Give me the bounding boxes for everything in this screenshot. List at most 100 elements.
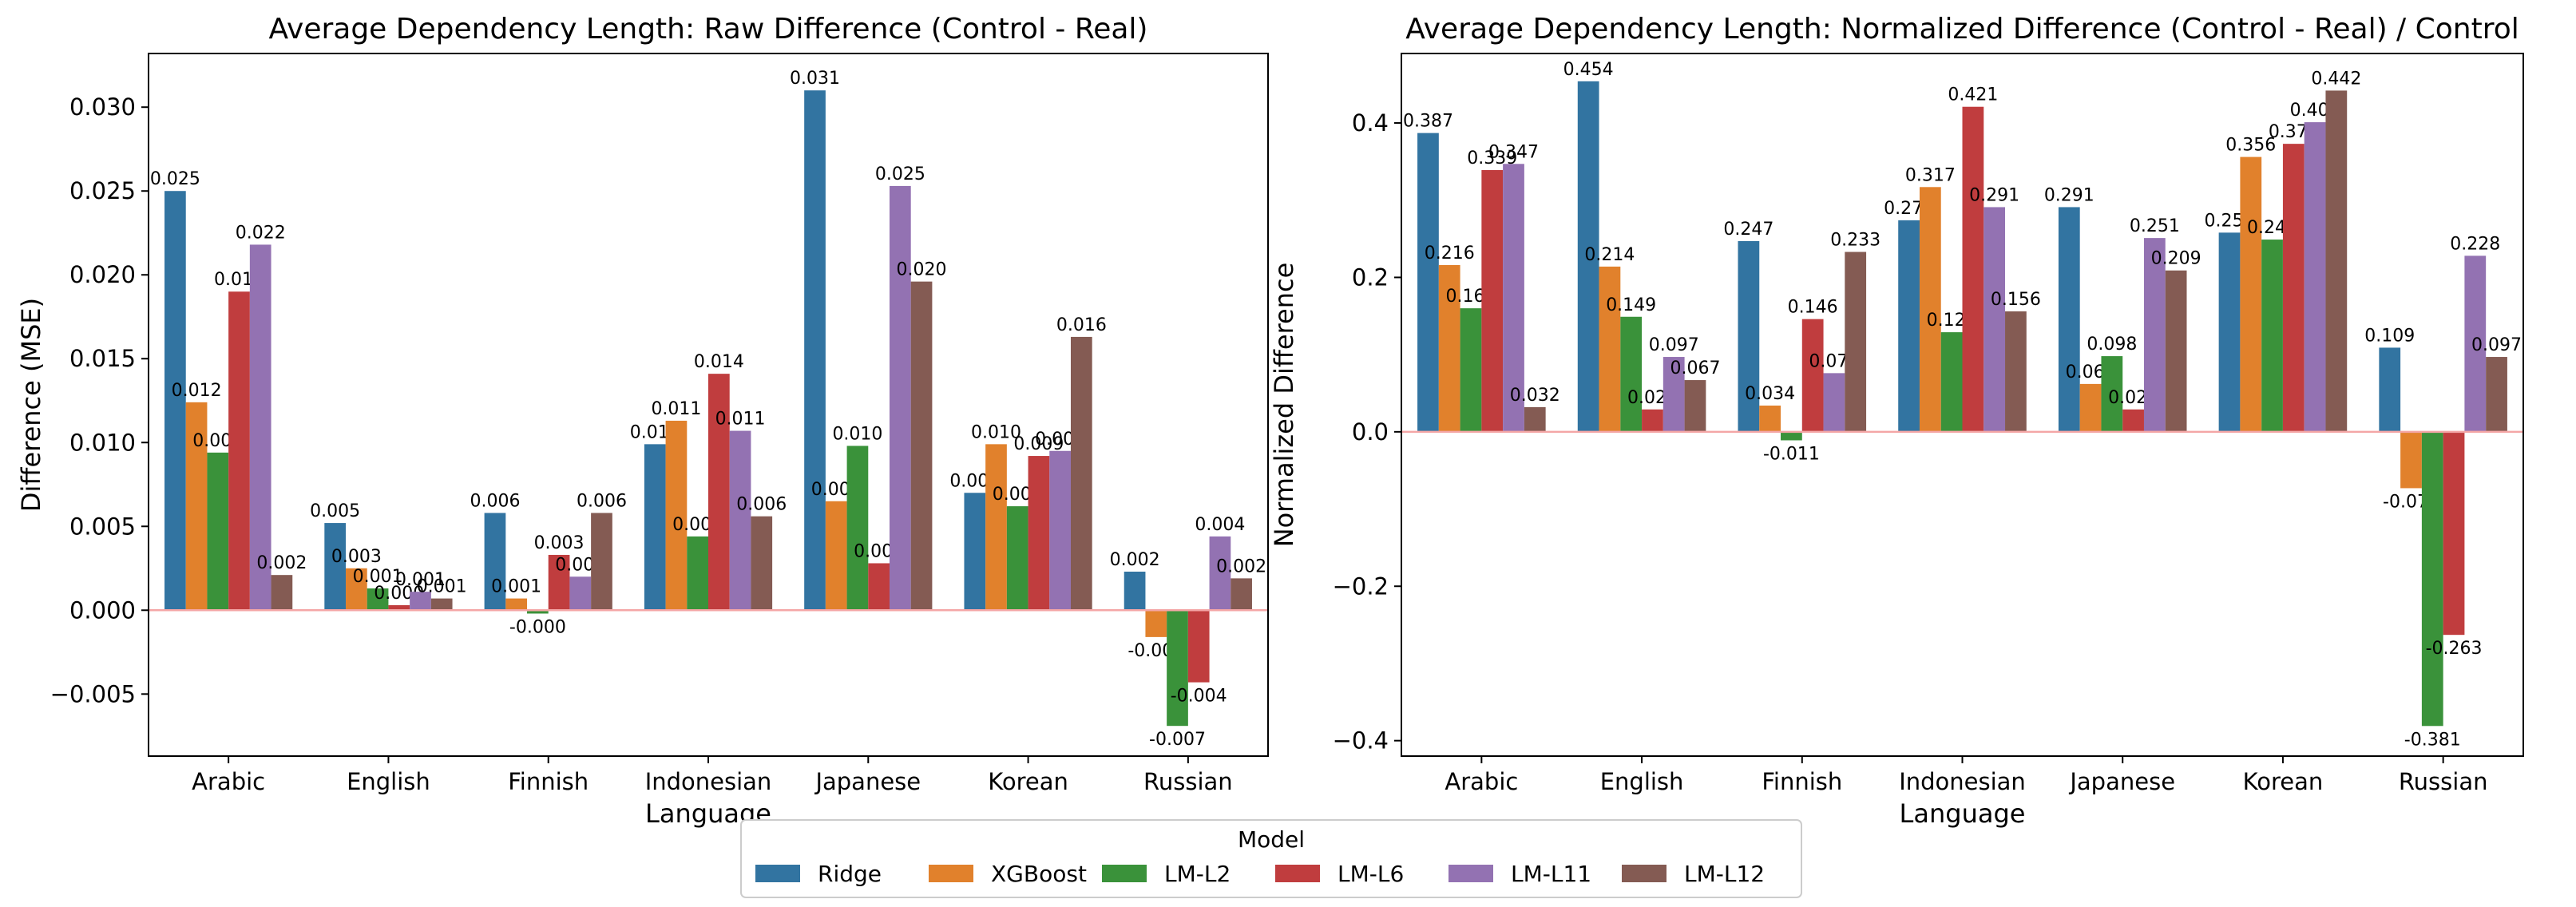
legend-swatch-lm-l6 xyxy=(1275,865,1320,882)
data-label: 0.228 xyxy=(2450,234,2500,254)
y-tick-label: 0.010 xyxy=(69,429,136,456)
y-tick-label: 0.000 xyxy=(69,596,136,624)
bar-ridge-finnish xyxy=(1738,240,1760,432)
data-label: 0.356 xyxy=(2225,136,2276,156)
bar-xgboost-russian xyxy=(2400,431,2422,489)
bar-lm-l2-indonesian xyxy=(687,536,708,611)
x-tick-label: Indonesian xyxy=(645,768,772,795)
y-tick-label: 0.0 xyxy=(1352,418,1389,446)
data-label: 0.097 xyxy=(1649,335,1699,355)
bar-lm-l12-japanese xyxy=(910,281,933,611)
data-label: 0.002 xyxy=(256,553,307,573)
bar-xgboost-russian xyxy=(1145,610,1167,637)
data-label: 0.421 xyxy=(1948,85,1998,105)
data-label: 0.233 xyxy=(1830,231,1880,251)
y-tick-label: 0.2 xyxy=(1352,263,1389,291)
x-tick-label: Japanese xyxy=(814,768,921,795)
bar-lm-l11-arabic xyxy=(249,244,271,611)
data-label: 0.002 xyxy=(1216,556,1266,576)
y-tick-label: 0.020 xyxy=(69,261,136,288)
x-tick-label: Korean xyxy=(2243,768,2324,795)
data-label: 0.442 xyxy=(2311,69,2361,89)
bar-lm-l6-english xyxy=(1642,409,1663,432)
bar-lm-l6-indonesian xyxy=(1962,106,1984,432)
data-label: 0.001 xyxy=(353,567,403,587)
bar-xgboost-japanese xyxy=(2079,383,2102,432)
bar-xgboost-english xyxy=(346,568,367,611)
legend-swatch-lm-l2 xyxy=(1102,865,1147,882)
data-label: 0.011 xyxy=(715,410,766,430)
bar-lm-l12-indonesian xyxy=(751,516,773,611)
data-label: 0.012 xyxy=(172,381,222,401)
data-label: -0.007 xyxy=(1149,730,1206,750)
data-label: 0.011 xyxy=(651,399,701,419)
data-label: 0.004 xyxy=(1195,515,1245,535)
x-tick-label: Korean xyxy=(988,768,1068,795)
bar-ridge-japanese xyxy=(2058,207,2080,432)
bar-xgboost-japanese xyxy=(825,501,847,611)
legend-box xyxy=(740,819,1802,898)
y-tick-label: −0.005 xyxy=(50,680,136,707)
bar-ridge-arabic xyxy=(164,191,186,611)
bar-lm-l11-japanese xyxy=(2143,238,2166,432)
bar-lm-l11-english xyxy=(1663,357,1685,432)
bar-lm-l12-japanese xyxy=(2165,270,2187,432)
data-label: 0.209 xyxy=(2151,249,2201,269)
bar-xgboost-arabic xyxy=(1438,264,1460,432)
bar-ridge-english xyxy=(1577,81,1599,432)
bar-lm-l2-russian xyxy=(2421,431,2443,727)
bar-ridge-indonesian xyxy=(1898,220,1920,432)
data-label: 0.006 xyxy=(470,491,520,511)
bar-xgboost-indonesian xyxy=(1919,187,1941,432)
data-label: 0.025 xyxy=(150,169,200,189)
bar-ridge-arabic xyxy=(1417,133,1439,432)
bar-lm-l11-english xyxy=(410,592,431,611)
data-label: 0.014 xyxy=(694,352,744,372)
chart-title: Average Dependency Length: Raw Differenc… xyxy=(269,13,1148,46)
bar-lm-l2-arabic xyxy=(1460,308,1482,432)
bar-lm-l6-korean xyxy=(1028,456,1050,611)
data-label: 0.251 xyxy=(2130,216,2180,236)
bar-lm-l11-arabic xyxy=(1503,164,1524,432)
y-tick-label: 0.025 xyxy=(69,177,136,204)
data-label: 0.454 xyxy=(1563,60,1614,80)
legend-swatch-ridge xyxy=(755,865,800,882)
data-label: 0.097 xyxy=(2471,335,2522,355)
bar-lm-l6-japanese xyxy=(868,563,890,611)
y-tick-label: −0.2 xyxy=(1333,572,1389,600)
bar-lm-l12-finnish xyxy=(1845,252,1867,432)
legend-item-lm-l11: LM-L11 xyxy=(1511,861,1591,887)
x-tick-label: Finnish xyxy=(508,768,589,795)
bar-lm-l12-finnish xyxy=(591,513,612,611)
bar-lm-l11-japanese xyxy=(889,185,911,611)
bar-lm-l2-arabic xyxy=(207,452,229,611)
legend-item-xgboost: XGBoost xyxy=(991,861,1087,887)
bar-lm-l6-russian xyxy=(1187,610,1210,683)
bar-xgboost-korean xyxy=(985,444,1007,611)
data-label: 0.149 xyxy=(1606,295,1656,315)
data-label: 0.005 xyxy=(310,501,360,521)
bar-lm-l12-indonesian xyxy=(2005,311,2027,432)
y-axis-label: Normalized Difference xyxy=(1269,263,1299,548)
bar-ridge-japanese xyxy=(804,90,826,611)
bar-lm-l2-indonesian xyxy=(1940,332,1963,432)
data-label: 0.109 xyxy=(2364,326,2415,346)
data-label: 0.291 xyxy=(2044,185,2094,205)
y-axis-label: Difference (MSE) xyxy=(16,298,46,512)
data-label: 0.156 xyxy=(1991,290,2041,310)
x-tick-label: Arabic xyxy=(192,768,265,795)
chart-title: Average Dependency Length: Normalized Di… xyxy=(1405,13,2519,46)
bar-lm-l6-arabic xyxy=(1481,170,1504,432)
bar-lm-l6-japanese xyxy=(2122,409,2144,432)
data-label: 0.016 xyxy=(1056,315,1107,335)
bar-lm-l12-russian xyxy=(1231,578,1252,611)
bar-lm-l2-japanese xyxy=(2101,356,2123,432)
data-label: 0.067 xyxy=(1670,358,1720,378)
data-label: 0.098 xyxy=(2087,335,2137,354)
data-label: 0.214 xyxy=(1584,245,1635,265)
x-tick-label: Russian xyxy=(2399,768,2488,795)
bar-lm-l2-finnish xyxy=(1781,431,1802,441)
data-label: 0.001 xyxy=(395,570,446,590)
data-label: -0.263 xyxy=(2426,639,2483,659)
